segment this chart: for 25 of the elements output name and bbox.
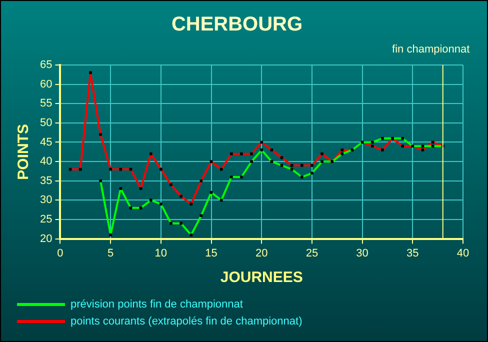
x-tick-label: 35: [406, 247, 419, 260]
y-tick-label: 65: [40, 59, 52, 72]
x-tick-label: 10: [154, 247, 168, 260]
y-tick-label: 20: [40, 232, 52, 245]
chart-title: CHERBOURG: [171, 14, 303, 36]
legend-label: prévision points fin de championnat: [70, 298, 243, 311]
x-tick-label: 5: [108, 247, 114, 260]
y-tick-label: 45: [40, 136, 52, 148]
x-tick-label: 0: [57, 247, 64, 260]
y-axis-title: POINTS: [15, 124, 32, 180]
x-tick-label: 15: [205, 247, 218, 260]
y-tick-label: 60: [40, 78, 52, 90]
x-tick-label: 20: [255, 247, 268, 260]
y-tick-label: 35: [40, 174, 52, 187]
x-tick-label: 40: [456, 247, 470, 260]
y-tick-label: 50: [40, 116, 52, 129]
x-axis-title: JOURNEES: [220, 269, 303, 286]
y-tick-label: 25: [40, 214, 52, 226]
y-tick-label: 30: [40, 194, 52, 206]
legend-label: points courants (extrapolés fin de championnat): [70, 316, 302, 328]
y-tick-label: 40: [40, 156, 52, 168]
y-tick-label: 55: [40, 98, 52, 110]
x-tick-label: 25: [306, 247, 318, 260]
ref-line-label: fin championnat: [392, 44, 470, 56]
x-tick-label: 30: [356, 247, 368, 260]
